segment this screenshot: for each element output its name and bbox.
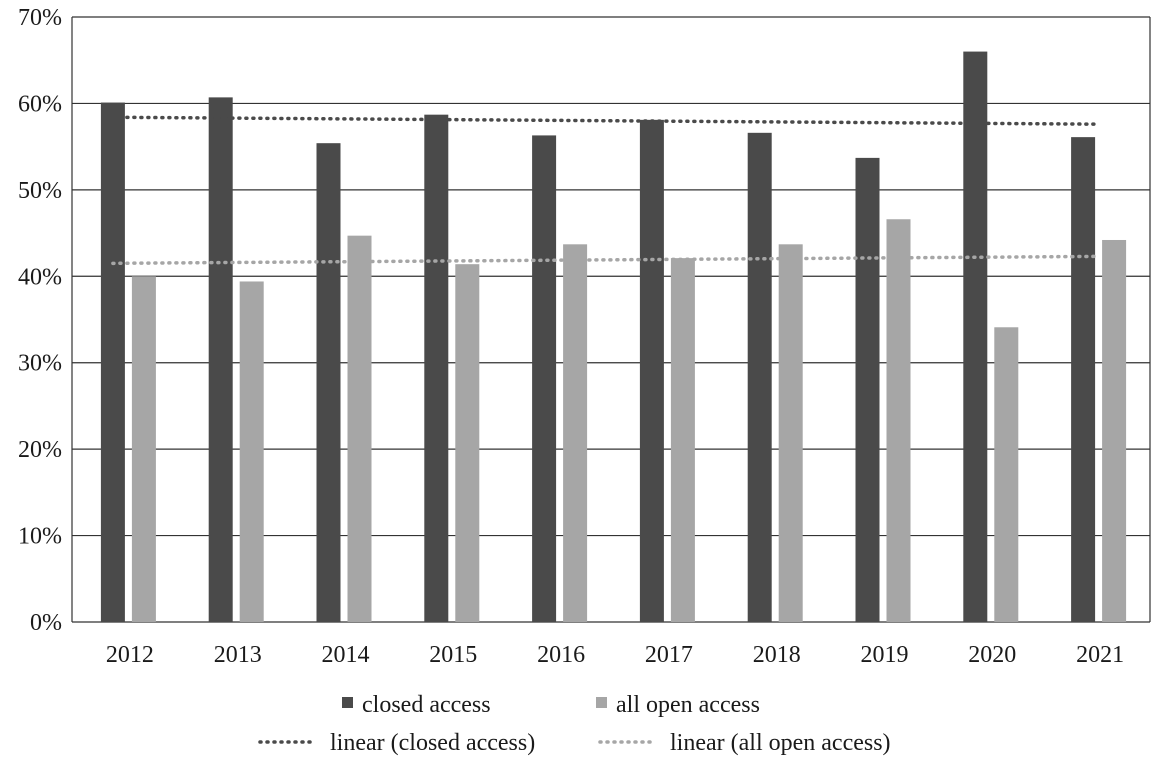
bar-all-open-access-2019 [886, 219, 911, 622]
x-tick-label: 2015 [429, 642, 477, 668]
bar-all-open-access-2018 [778, 244, 803, 623]
x-tick-label: 2019 [861, 642, 909, 668]
y-tick-label: 20% [18, 437, 62, 463]
bar-all-open-access-2016 [563, 244, 588, 623]
legend-label-all-open-access: all open access [616, 692, 760, 718]
y-tick-label: 10% [18, 524, 62, 550]
bar-all-open-access-2012 [131, 276, 156, 622]
bar-closed-access-2019 [855, 157, 880, 622]
bar-closed-access-2020 [963, 51, 988, 623]
legend-swatch-all-open-access [596, 697, 607, 708]
bar-all-open-access-2020 [994, 327, 1019, 622]
bar-closed-access-2013 [208, 97, 233, 623]
y-tick-label: 60% [18, 91, 62, 117]
y-tick-label: 0% [30, 610, 62, 636]
y-tick-label: 70% [18, 5, 62, 31]
bar-closed-access-2017 [639, 119, 664, 622]
x-tick-label: 2021 [1076, 642, 1124, 668]
x-tick-label: 2013 [214, 642, 262, 668]
bar-closed-access-2016 [532, 135, 557, 622]
legend-swatch-closed-access [342, 697, 353, 708]
bar-closed-access-2021 [1071, 137, 1096, 622]
x-tick-label: 2012 [106, 642, 154, 668]
trendline-linear-closed-access- [111, 115, 1098, 126]
legend-label-trendline: linear (closed access) [330, 730, 535, 756]
x-tick-label: 2017 [645, 642, 693, 668]
trendline-linear-all-open-access- [111, 254, 1098, 266]
x-tick-label: 2016 [537, 642, 585, 668]
bar-all-open-access-2015 [455, 264, 480, 622]
bar-all-open-access-2014 [347, 235, 372, 622]
legend-label-trendline: linear (all open access) [670, 730, 891, 756]
bar-all-open-access-2013 [239, 281, 264, 622]
bar-closed-access-2015 [424, 114, 449, 623]
y-tick-label: 40% [18, 264, 62, 290]
bar-closed-access-2018 [747, 132, 772, 623]
bar-all-open-access-2017 [670, 258, 695, 622]
bar-closed-access-2012 [100, 102, 125, 623]
y-tick-label: 30% [18, 351, 62, 377]
x-tick-label: 2020 [968, 642, 1016, 668]
bar-closed-access-2014 [316, 143, 341, 622]
x-tick-label: 2014 [322, 642, 370, 668]
y-tick-label: 50% [18, 178, 62, 204]
x-tick-label: 2018 [753, 642, 801, 668]
bar-all-open-access-2021 [1102, 239, 1127, 622]
legend-label-closed-access: closed access [362, 692, 491, 718]
